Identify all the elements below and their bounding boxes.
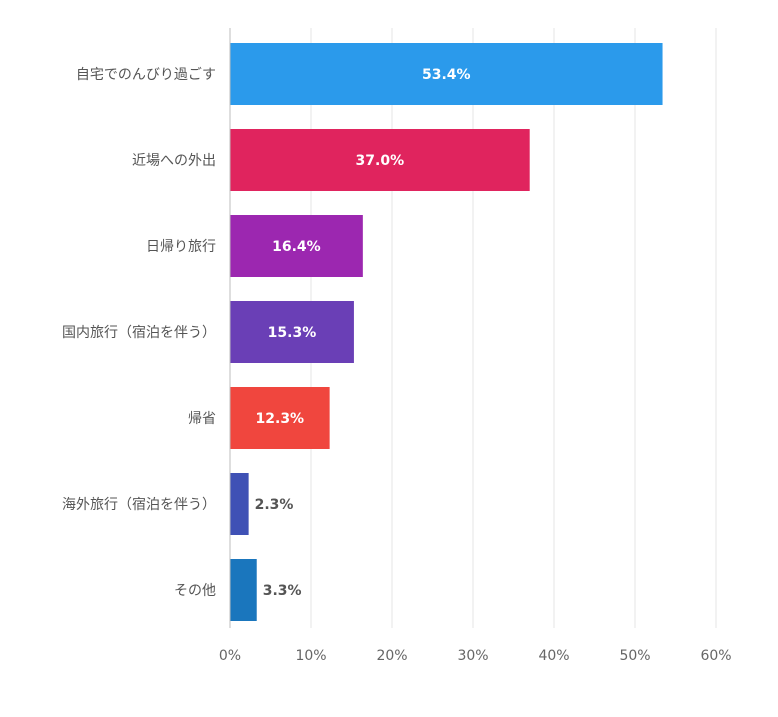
data-label: 2.3% <box>255 497 294 513</box>
data-label: 15.3% <box>268 325 317 341</box>
bars <box>230 43 663 621</box>
gridlines <box>310 28 717 628</box>
category-label: 日帰り旅行 <box>146 238 216 255</box>
x-tick-label: 50% <box>619 648 650 664</box>
x-tick-label: 20% <box>376 648 407 664</box>
data-label: 16.4% <box>272 239 321 255</box>
category-label: 海外旅行（宿泊を伴う） <box>62 496 216 513</box>
data-label: 12.3% <box>256 411 305 427</box>
bar <box>230 473 249 535</box>
bar <box>230 301 354 363</box>
x-tick-label: 10% <box>295 648 326 664</box>
data-label: 3.3% <box>263 583 302 599</box>
category-label: 自宅でのんびり過ごす <box>76 67 216 83</box>
category-label: 国内旅行（宿泊を伴う） <box>62 324 216 341</box>
x-tick-label: 0% <box>219 648 241 664</box>
labels: 0% 10% 20% 30% 40% 50% 60% 自宅でのんびり過ごす 53.4% 近場への外… <box>62 67 732 664</box>
bar <box>230 129 530 191</box>
x-tick-label: 30% <box>457 648 488 664</box>
bar <box>230 559 257 621</box>
category-label: その他 <box>174 583 216 599</box>
bar <box>230 387 330 449</box>
data-label: 53.4% <box>422 67 471 83</box>
category-label: 近場への外出 <box>132 153 216 169</box>
category-label: 帰省 <box>188 410 216 427</box>
x-tick-label: 40% <box>538 648 569 664</box>
bar <box>230 43 663 105</box>
data-label: 37.0% <box>356 153 405 169</box>
x-tick-label: 60% <box>700 648 731 664</box>
bar <box>230 215 363 277</box>
